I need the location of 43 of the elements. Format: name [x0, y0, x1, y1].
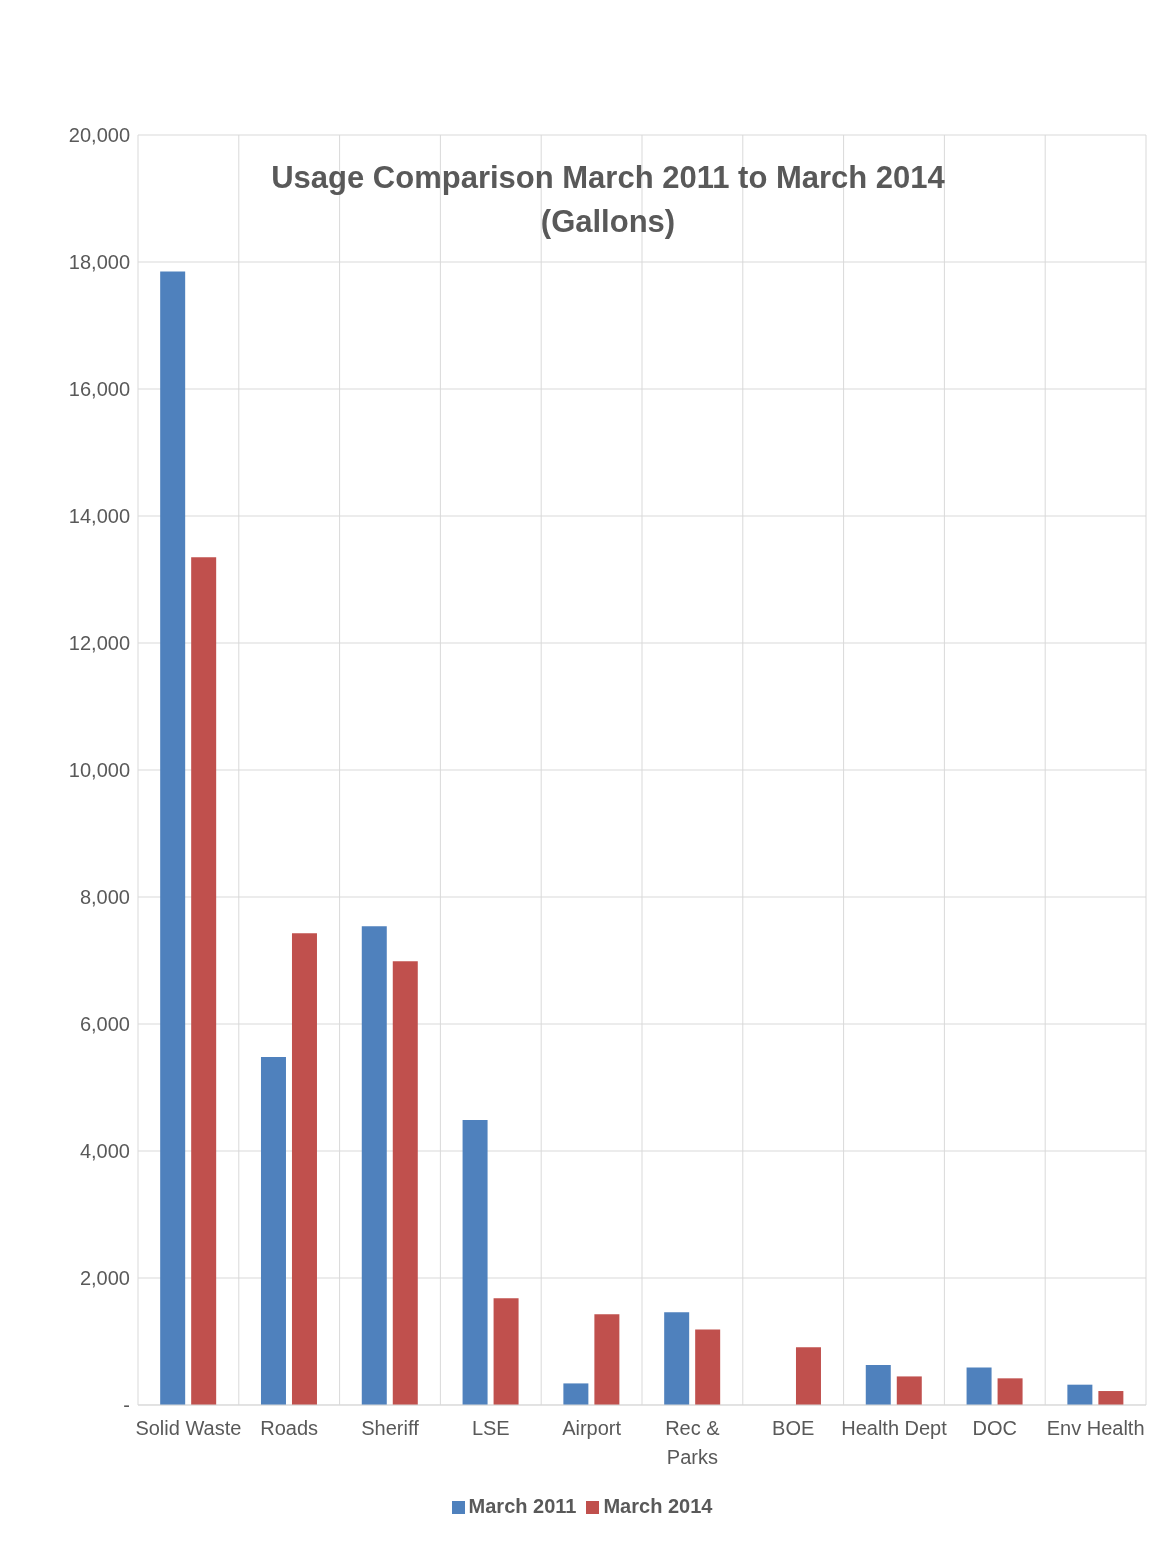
y-tick-label: 8,000 — [79, 886, 130, 909]
bar — [1098, 1391, 1124, 1405]
x-tick-label: Roads — [260, 1417, 319, 1440]
x-tick-label: Env Health — [1046, 1417, 1145, 1440]
x-tick-label: LSE — [471, 1417, 510, 1440]
y-tick-label: 6,000 — [79, 1013, 130, 1036]
y-tick-label: 20,000 — [68, 124, 130, 147]
y-tick-label: 14,000 — [68, 505, 130, 528]
x-tick-label: Sheriff — [361, 1417, 420, 1440]
bar — [695, 1329, 721, 1405]
x-tick-label: Rec & Parks — [665, 1417, 721, 1469]
legend-label: March 2011 — [468, 1495, 577, 1517]
bar — [1067, 1384, 1093, 1405]
y-tick-label: 10,000 — [68, 759, 130, 782]
y-tick-label: - — [123, 1394, 130, 1417]
bar — [664, 1312, 690, 1405]
x-tick-label: Solid Waste — [135, 1417, 242, 1440]
bar — [795, 1347, 821, 1405]
x-tick-label: Health Dept — [841, 1417, 948, 1440]
bar — [594, 1314, 620, 1405]
bar — [260, 1057, 286, 1405]
y-tick-label: 2,000 — [79, 1267, 130, 1290]
y-tick-label: 16,000 — [68, 378, 130, 401]
y-tick-label: 18,000 — [68, 251, 130, 274]
text: Usage Comparison March 2011 to March 2014 (Gallons) — [271, 160, 946, 239]
y-tick-label: 4,000 — [79, 1140, 130, 1163]
bar — [865, 1365, 891, 1405]
bar — [493, 1298, 519, 1405]
x-tick-label: DOC — [972, 1417, 1018, 1440]
bar — [392, 961, 418, 1405]
bar — [896, 1376, 922, 1405]
bar — [462, 1119, 488, 1405]
bar — [160, 271, 186, 1405]
legend-label: March 2014 — [603, 1495, 713, 1517]
y-tick-label: 12,000 — [68, 632, 130, 655]
bar — [361, 926, 387, 1405]
bar — [966, 1367, 992, 1405]
x-tick-label: Airport — [562, 1417, 622, 1440]
x-tick-label: BOE — [772, 1417, 815, 1440]
bar — [291, 933, 317, 1405]
bar — [191, 557, 217, 1405]
bar — [563, 1383, 589, 1405]
bar — [997, 1378, 1023, 1405]
